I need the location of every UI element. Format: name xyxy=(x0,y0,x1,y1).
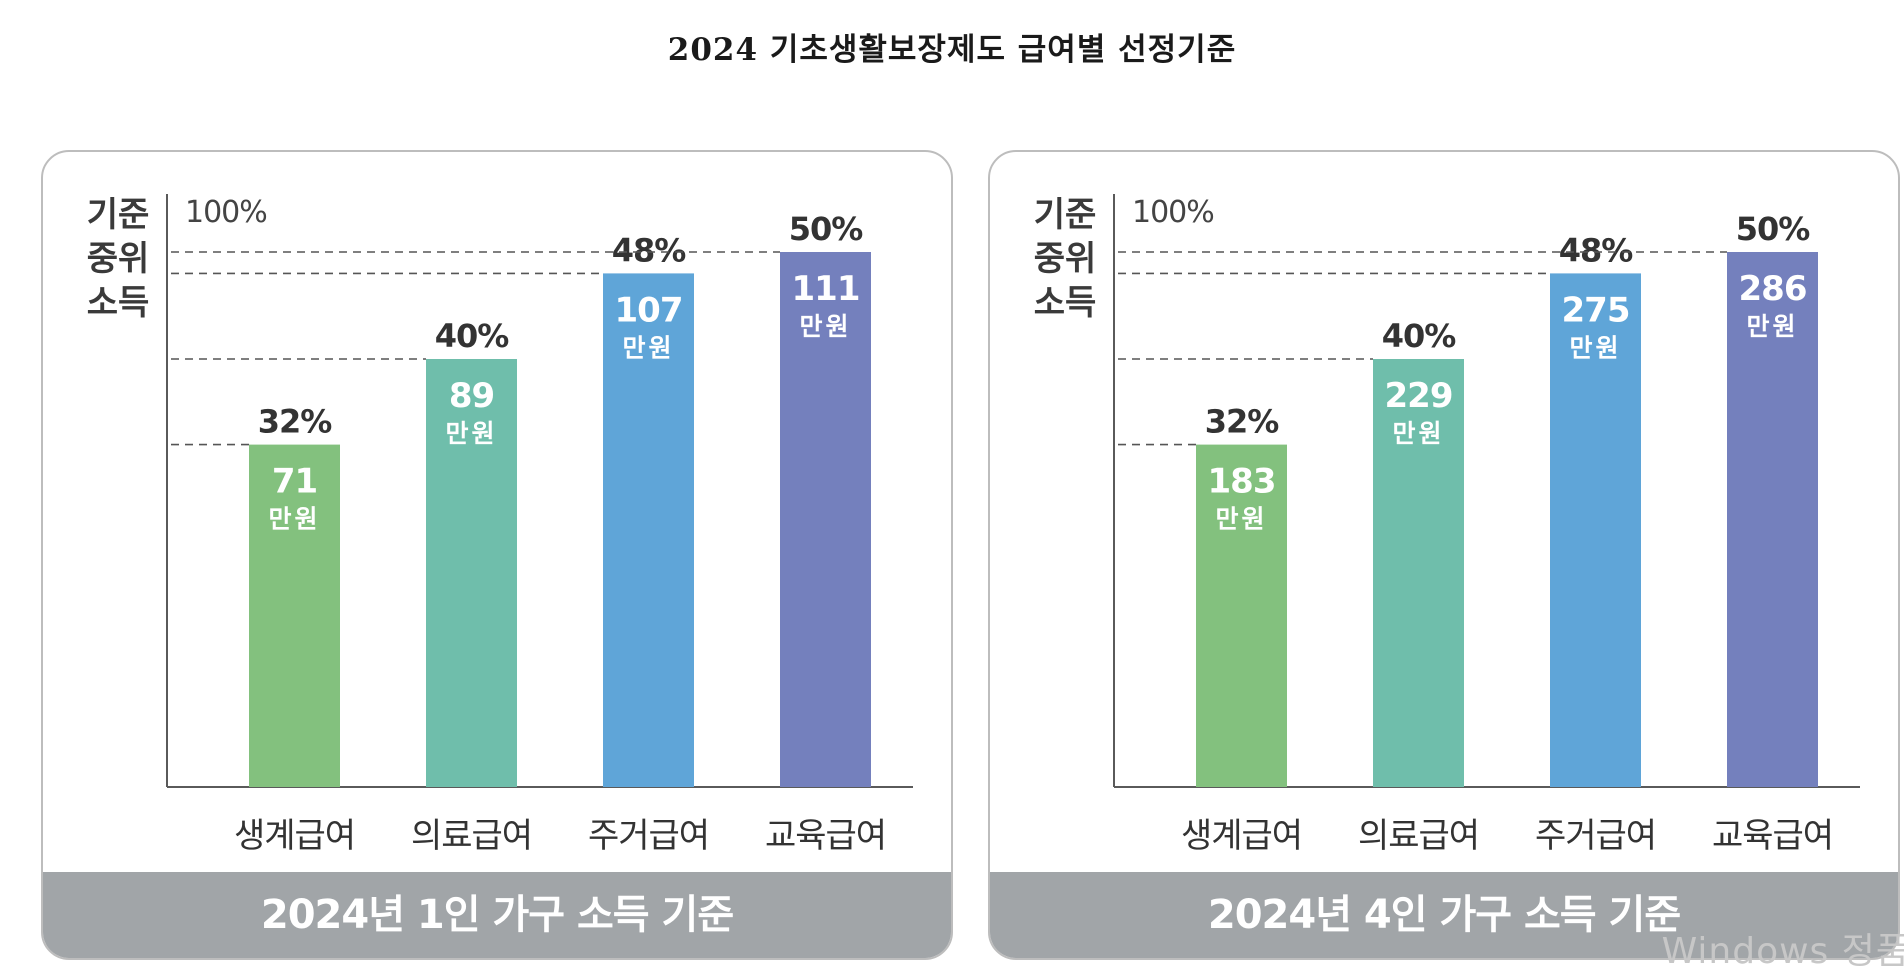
y-axis-label-line-2: 중위 xyxy=(1034,239,1097,279)
category-label-living: 생계급여 xyxy=(234,816,355,856)
amount-label-living: 71 xyxy=(272,462,317,502)
unit-label-medical: 만원 xyxy=(1392,419,1444,448)
category-label-education: 교육급여 xyxy=(1712,816,1833,856)
y-axis-label-line-1: 기준 xyxy=(87,195,150,235)
category-label-living: 생계급여 xyxy=(1181,816,1302,856)
amount-label-medical: 229 xyxy=(1385,376,1453,416)
unit-label-education: 만원 xyxy=(799,312,851,341)
amount-label-living: 183 xyxy=(1208,462,1276,502)
category-label-medical: 의료급여 xyxy=(1358,816,1479,856)
unit-label-housing: 만원 xyxy=(1569,333,1621,362)
percent-label-education: 50% xyxy=(789,210,864,248)
page-title: 2024 기초생활보장제도 급여별 선정기준 xyxy=(667,32,1237,68)
bar-medical xyxy=(426,359,517,787)
bar-living xyxy=(249,444,340,787)
y-axis-top-label: 100% xyxy=(1132,195,1214,230)
amount-label-housing: 107 xyxy=(615,290,683,330)
amount-label-housing: 275 xyxy=(1562,290,1630,330)
percent-label-housing: 48% xyxy=(612,231,687,269)
percent-label-living: 32% xyxy=(258,403,333,441)
percent-label-living: 32% xyxy=(1205,403,1280,441)
bar-housing xyxy=(1550,273,1641,787)
unit-label-living: 만원 xyxy=(1215,505,1267,534)
amount-label-education: 286 xyxy=(1739,269,1807,309)
percent-label-medical: 40% xyxy=(435,317,510,355)
y-axis-label-line-1: 기준 xyxy=(1034,195,1097,235)
unit-label-medical: 만원 xyxy=(445,419,497,448)
y-axis-label-line-3: 소득 xyxy=(87,283,150,323)
percent-label-education: 50% xyxy=(1736,210,1811,248)
category-label-housing: 주거급여 xyxy=(1535,816,1656,856)
unit-label-education: 만원 xyxy=(1746,312,1798,341)
bar-education xyxy=(780,252,871,787)
chart-footer-1-person: 2024년 1인 가구 소득 기준 xyxy=(43,872,951,958)
category-label-housing: 주거급여 xyxy=(588,816,709,856)
y-axis-label-line-3: 소득 xyxy=(1034,283,1097,323)
bar-housing xyxy=(603,273,694,787)
windows-activation-watermark: Windows 정품 xyxy=(1661,931,1904,972)
bar-medical xyxy=(1373,359,1464,787)
category-label-education: 교육급여 xyxy=(765,816,886,856)
unit-label-housing: 만원 xyxy=(622,333,674,362)
chart-footer-4-person: 2024년 4인 가구 소득 기준 xyxy=(990,872,1898,958)
category-label-medical: 의료급여 xyxy=(411,816,532,856)
percent-label-medical: 40% xyxy=(1382,317,1457,355)
y-axis-top-label: 100% xyxy=(185,195,267,230)
bar-living xyxy=(1196,444,1287,787)
unit-label-living: 만원 xyxy=(268,505,320,534)
bar-education xyxy=(1727,252,1818,787)
percent-label-housing: 48% xyxy=(1559,231,1634,269)
y-axis-label-line-2: 중위 xyxy=(87,239,150,279)
amount-label-medical: 89 xyxy=(449,376,494,416)
amount-label-education: 111 xyxy=(792,269,860,309)
